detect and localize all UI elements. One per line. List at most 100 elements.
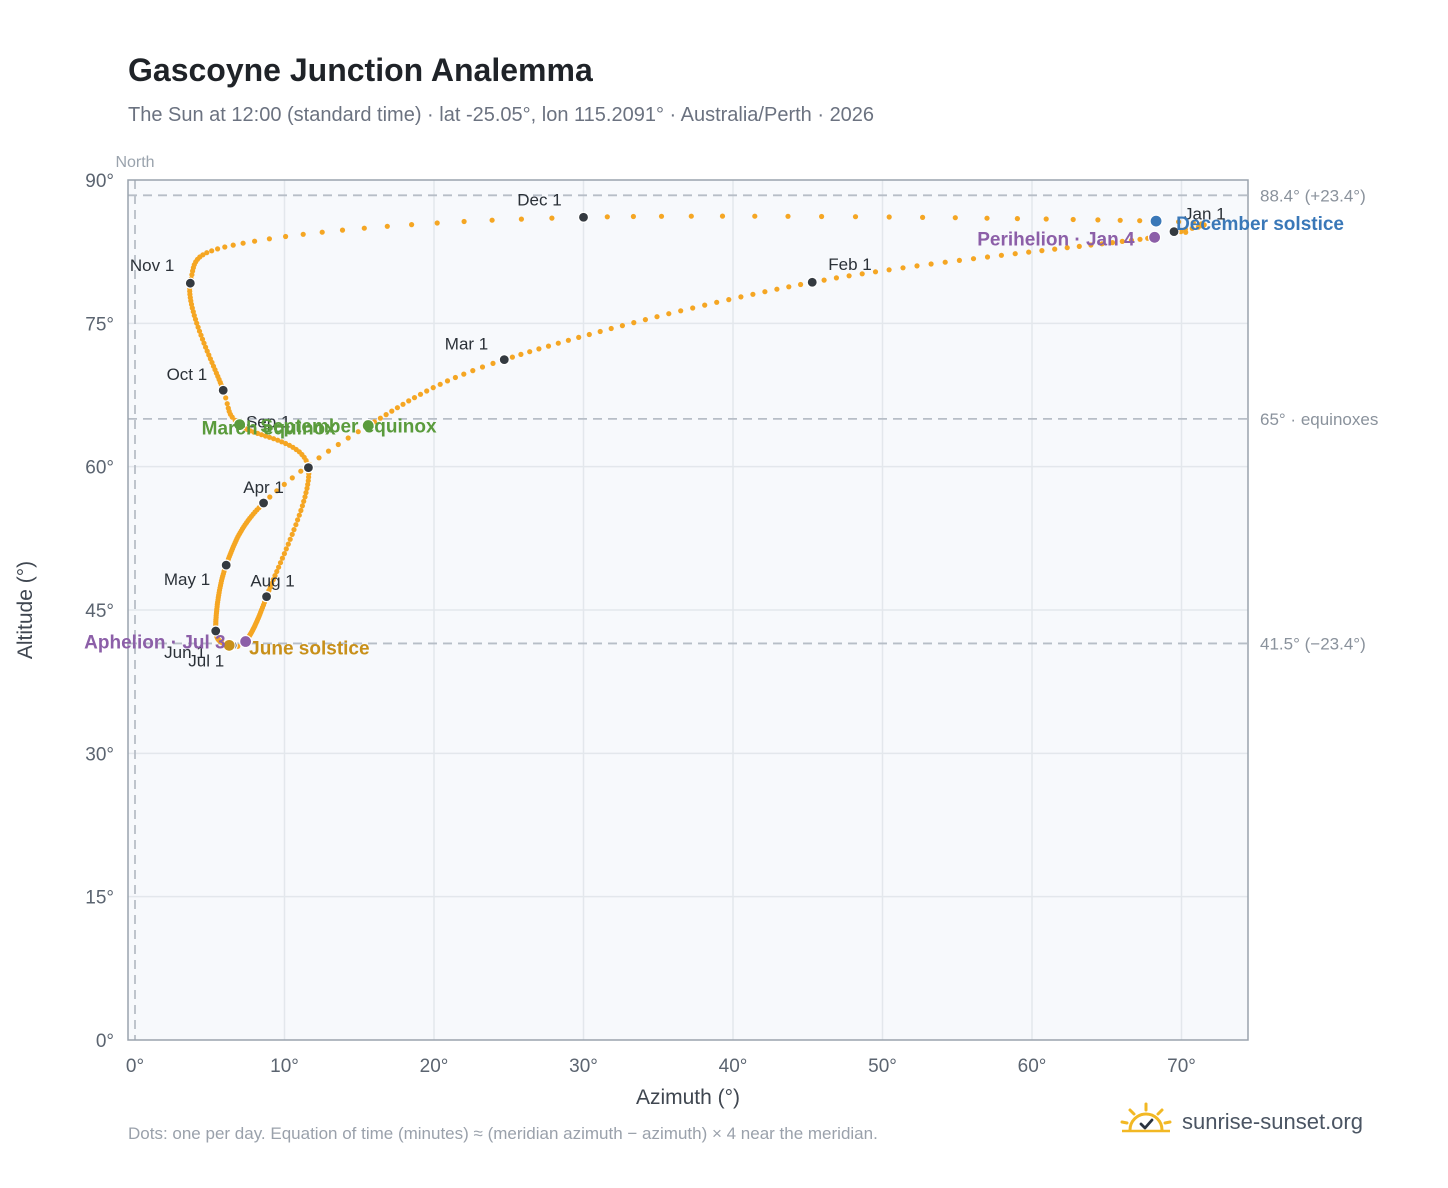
- daily-dot: [287, 536, 293, 542]
- daily-dot: [859, 271, 865, 277]
- x-tick-label: 60°: [1018, 1056, 1047, 1077]
- daily-dot: [630, 213, 637, 220]
- daily-dot: [833, 275, 840, 281]
- daily-dot: [726, 297, 732, 303]
- daily-dot: [272, 573, 278, 579]
- x-tick-label: 0°: [126, 1056, 144, 1077]
- daily-dot: [774, 286, 780, 292]
- month-label: Sep 1: [246, 413, 290, 432]
- daily-dot: [406, 398, 412, 404]
- daily-dot: [417, 391, 424, 397]
- daily-dot: [206, 352, 212, 358]
- event-label: June solstice: [249, 638, 369, 659]
- daily-dot: [886, 267, 892, 273]
- daily-dot: [819, 213, 825, 220]
- daily-dot: [798, 281, 804, 288]
- daily-dot: [690, 305, 696, 311]
- daily-dot: [281, 551, 287, 557]
- daily-dot: [984, 254, 991, 260]
- daily-dot: [565, 337, 572, 343]
- daily-dot: [267, 494, 273, 500]
- reference-label: 88.4° (+23.4°): [1260, 186, 1366, 205]
- daily-dot: [302, 494, 308, 500]
- x-axis-label: Azimuth (°): [636, 1086, 740, 1109]
- daily-dot: [1014, 216, 1021, 222]
- daily-dot: [846, 273, 852, 279]
- daily-dot: [527, 349, 533, 355]
- daily-dot: [298, 507, 304, 514]
- y-tick-label: 90°: [85, 171, 114, 192]
- brand[interactable]: sunrise-sunset.org: [1120, 1102, 1363, 1141]
- daily-dot: [224, 401, 230, 407]
- daily-dot: [1117, 217, 1123, 223]
- event-marker: [1149, 214, 1163, 228]
- daily-dot: [1052, 246, 1058, 252]
- daily-dot: [289, 531, 295, 538]
- daily-dot: [283, 546, 289, 552]
- daily-dot: [1099, 241, 1105, 247]
- daily-dot: [678, 308, 684, 314]
- daily-dot: [970, 256, 977, 262]
- event-label: Aphelion · Jul 3: [84, 633, 225, 654]
- daily-dot: [269, 580, 275, 587]
- daily-dot: [942, 259, 948, 265]
- month-marker: [257, 497, 270, 509]
- daily-dot: [298, 468, 304, 474]
- daily-dot: [383, 412, 389, 418]
- daily-dot: [335, 441, 341, 448]
- daily-dot: [984, 215, 990, 221]
- daily-dot: [536, 346, 542, 352]
- daily-dot: [900, 265, 906, 271]
- daily-dot: [204, 250, 210, 256]
- daily-dot: [1200, 223, 1206, 229]
- month-marker: [217, 384, 229, 396]
- month-label: Mar 1: [445, 335, 488, 354]
- daily-dot: [225, 405, 231, 411]
- y-tick-label: 60°: [85, 458, 114, 479]
- daily-dot: [750, 291, 756, 297]
- daily-dot: [956, 257, 963, 263]
- daily-dot: [430, 385, 436, 391]
- x-tick-label: 40°: [719, 1056, 748, 1077]
- daily-dot: [345, 435, 351, 441]
- daily-dot: [283, 440, 289, 447]
- daily-dot: [762, 289, 768, 295]
- month-marker: [577, 211, 590, 223]
- daily-dot: [752, 213, 758, 219]
- daily-dot: [303, 490, 309, 496]
- x-tick-label: 20°: [420, 1056, 449, 1077]
- month-label: Feb 1: [828, 255, 871, 274]
- daily-dot: [295, 517, 301, 523]
- daily-dot: [586, 331, 592, 338]
- daily-dot: [1137, 218, 1143, 224]
- daily-dot: [296, 512, 302, 518]
- daily-dot: [409, 222, 415, 228]
- daily-dot: [631, 320, 637, 326]
- daily-dot: [215, 246, 221, 252]
- daily-dot: [274, 488, 280, 494]
- daily-dot: [266, 434, 273, 440]
- daily-dot: [1195, 224, 1201, 230]
- daily-dot: [1137, 236, 1143, 242]
- daily-dot: [289, 475, 295, 481]
- daily-dot: [304, 485, 310, 491]
- plot-frame: [127, 179, 1249, 1041]
- daily-dot: [1095, 217, 1101, 223]
- month-marker: [1168, 226, 1180, 238]
- event-marker: [239, 634, 253, 649]
- daily-dot: [291, 527, 297, 533]
- daily-dot: [821, 277, 827, 283]
- daily-dot: [642, 317, 649, 323]
- month-marker: [260, 591, 273, 603]
- daily-dot: [199, 336, 206, 342]
- daily-dot: [319, 229, 325, 235]
- daily-dot: [400, 401, 406, 407]
- daily-dot: [1190, 220, 1196, 226]
- daily-dot: [300, 231, 306, 237]
- y-tick-label: 75°: [85, 314, 114, 335]
- daily-dot: [194, 320, 200, 326]
- y-tick-label: 30°: [85, 744, 114, 765]
- daily-dot: [196, 328, 203, 334]
- daily-dot: [1026, 249, 1032, 255]
- daily-dot: [1012, 251, 1018, 257]
